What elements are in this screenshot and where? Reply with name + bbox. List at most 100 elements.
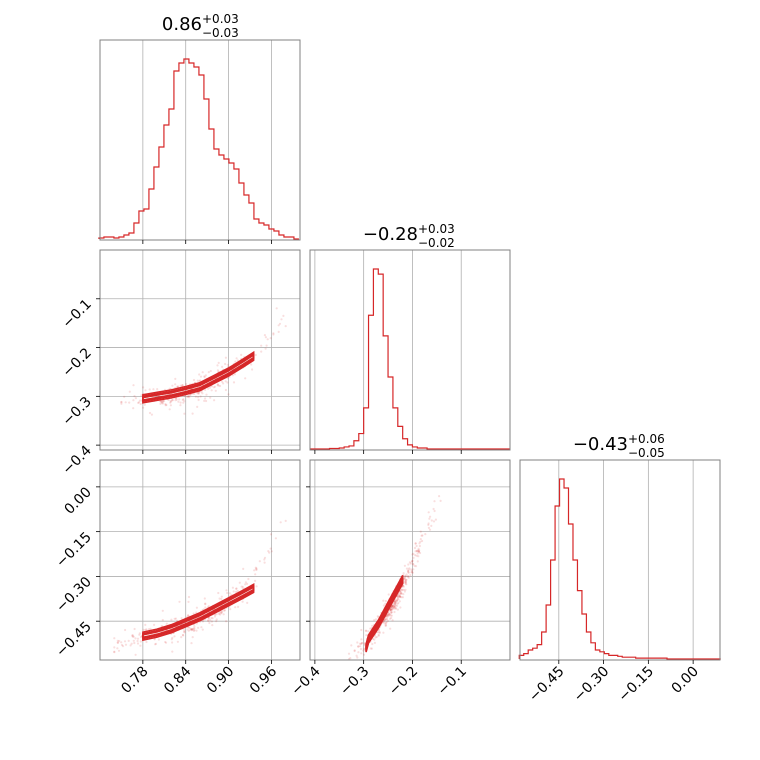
scatter-point [117,649,121,652]
scatter-point [419,530,422,533]
scatter-point [191,628,194,631]
scatter-point [144,628,147,631]
scatter-point [394,600,397,603]
scatter-point [255,568,258,571]
scatter-point [160,401,163,404]
scatter-point [356,641,359,644]
scatter-point [217,361,220,364]
scatter-point [405,573,408,576]
hist-title: −0.43 [573,434,628,455]
x-tick-label: −0.15 [616,664,658,706]
scatter-point [174,617,177,620]
scatter-point [189,628,192,631]
scatter-point [197,396,200,399]
x-tick-label: 0.00 [669,664,702,697]
scatter-point [407,568,410,571]
scatter-point [144,389,147,392]
y-tick-label: −0.4 [59,443,94,478]
scatter-point [171,650,174,653]
scatter-point [160,400,163,403]
scatter-point [411,562,415,565]
scatter-point [133,641,136,645]
scatter-point [196,392,199,395]
scatter-point [394,600,397,603]
scatter-point [176,640,179,643]
scatter-point [395,599,398,602]
scatter-point [253,569,256,572]
scatter-point [217,612,221,616]
scatter-point [405,578,408,581]
scatter-point [383,622,386,625]
scatter-point [399,590,402,593]
scatter-point [139,640,142,643]
scatter-point [169,401,172,404]
scatter-point [428,528,432,531]
scatter-point [221,610,224,613]
scatter-point [410,568,413,571]
ticks [314,450,462,454]
scatter-point [120,643,124,647]
scatter-point [400,596,403,599]
scatter-point [362,653,366,656]
scatter-point [139,402,142,406]
hist-title: 0.86 [162,14,202,35]
scatter-point [384,624,387,627]
scatter-point [191,636,194,639]
contour-line [142,585,255,639]
scatter-point [404,588,407,591]
scatter-point [199,395,202,398]
scatter-point [390,611,393,614]
scatter-point [274,537,277,540]
scatter-point [408,567,411,570]
scatter-point [234,606,237,609]
scatter-point [139,635,142,639]
scatter-point [137,401,141,404]
scatter-point [221,380,224,383]
scatter-point [382,631,385,634]
scatter-point [362,649,365,652]
hist-title-lower: −0.03 [202,26,239,40]
scatter-point [178,600,181,603]
scatter-point [176,385,179,388]
scatter-point [358,642,361,645]
scatter-point [157,638,160,641]
scatter-point [140,394,143,397]
scatter-point [406,575,410,578]
scatter-point [409,574,412,577]
scatter-point [357,645,360,648]
scatter-point [360,641,363,645]
y-tick-label: −0.30 [53,574,95,616]
scatter-point [181,384,184,387]
scatter-point [434,518,437,521]
scatter-point [407,571,410,574]
scatter-point [399,595,402,599]
scatter-point [201,371,204,374]
scatter-point [169,400,172,403]
scatter-point [391,604,394,607]
scatter-point [183,412,186,415]
scatter-point [376,615,379,618]
scatter-point [390,611,393,614]
scatter-point [373,641,376,644]
scatter-point [415,544,418,548]
scatter-point [226,363,229,366]
scatter-point [179,384,182,387]
scatter-point [389,609,392,612]
scatter-point [139,644,142,647]
scatter-point [156,388,159,391]
scatter-point [280,318,283,321]
scatter-point [263,556,267,559]
scatter-point [371,624,374,627]
scatter-point [215,613,218,616]
scatter-point [373,619,376,622]
scatter-point [386,613,389,616]
scatter-point [204,606,207,609]
scatter-point [204,388,207,391]
scatter-point [400,592,403,595]
scatter-point [137,401,140,404]
scatter-point [272,333,275,336]
scatter-point [134,637,137,640]
scatter-point [417,549,420,552]
scatter-point [226,377,229,380]
scatter-point [174,399,177,402]
